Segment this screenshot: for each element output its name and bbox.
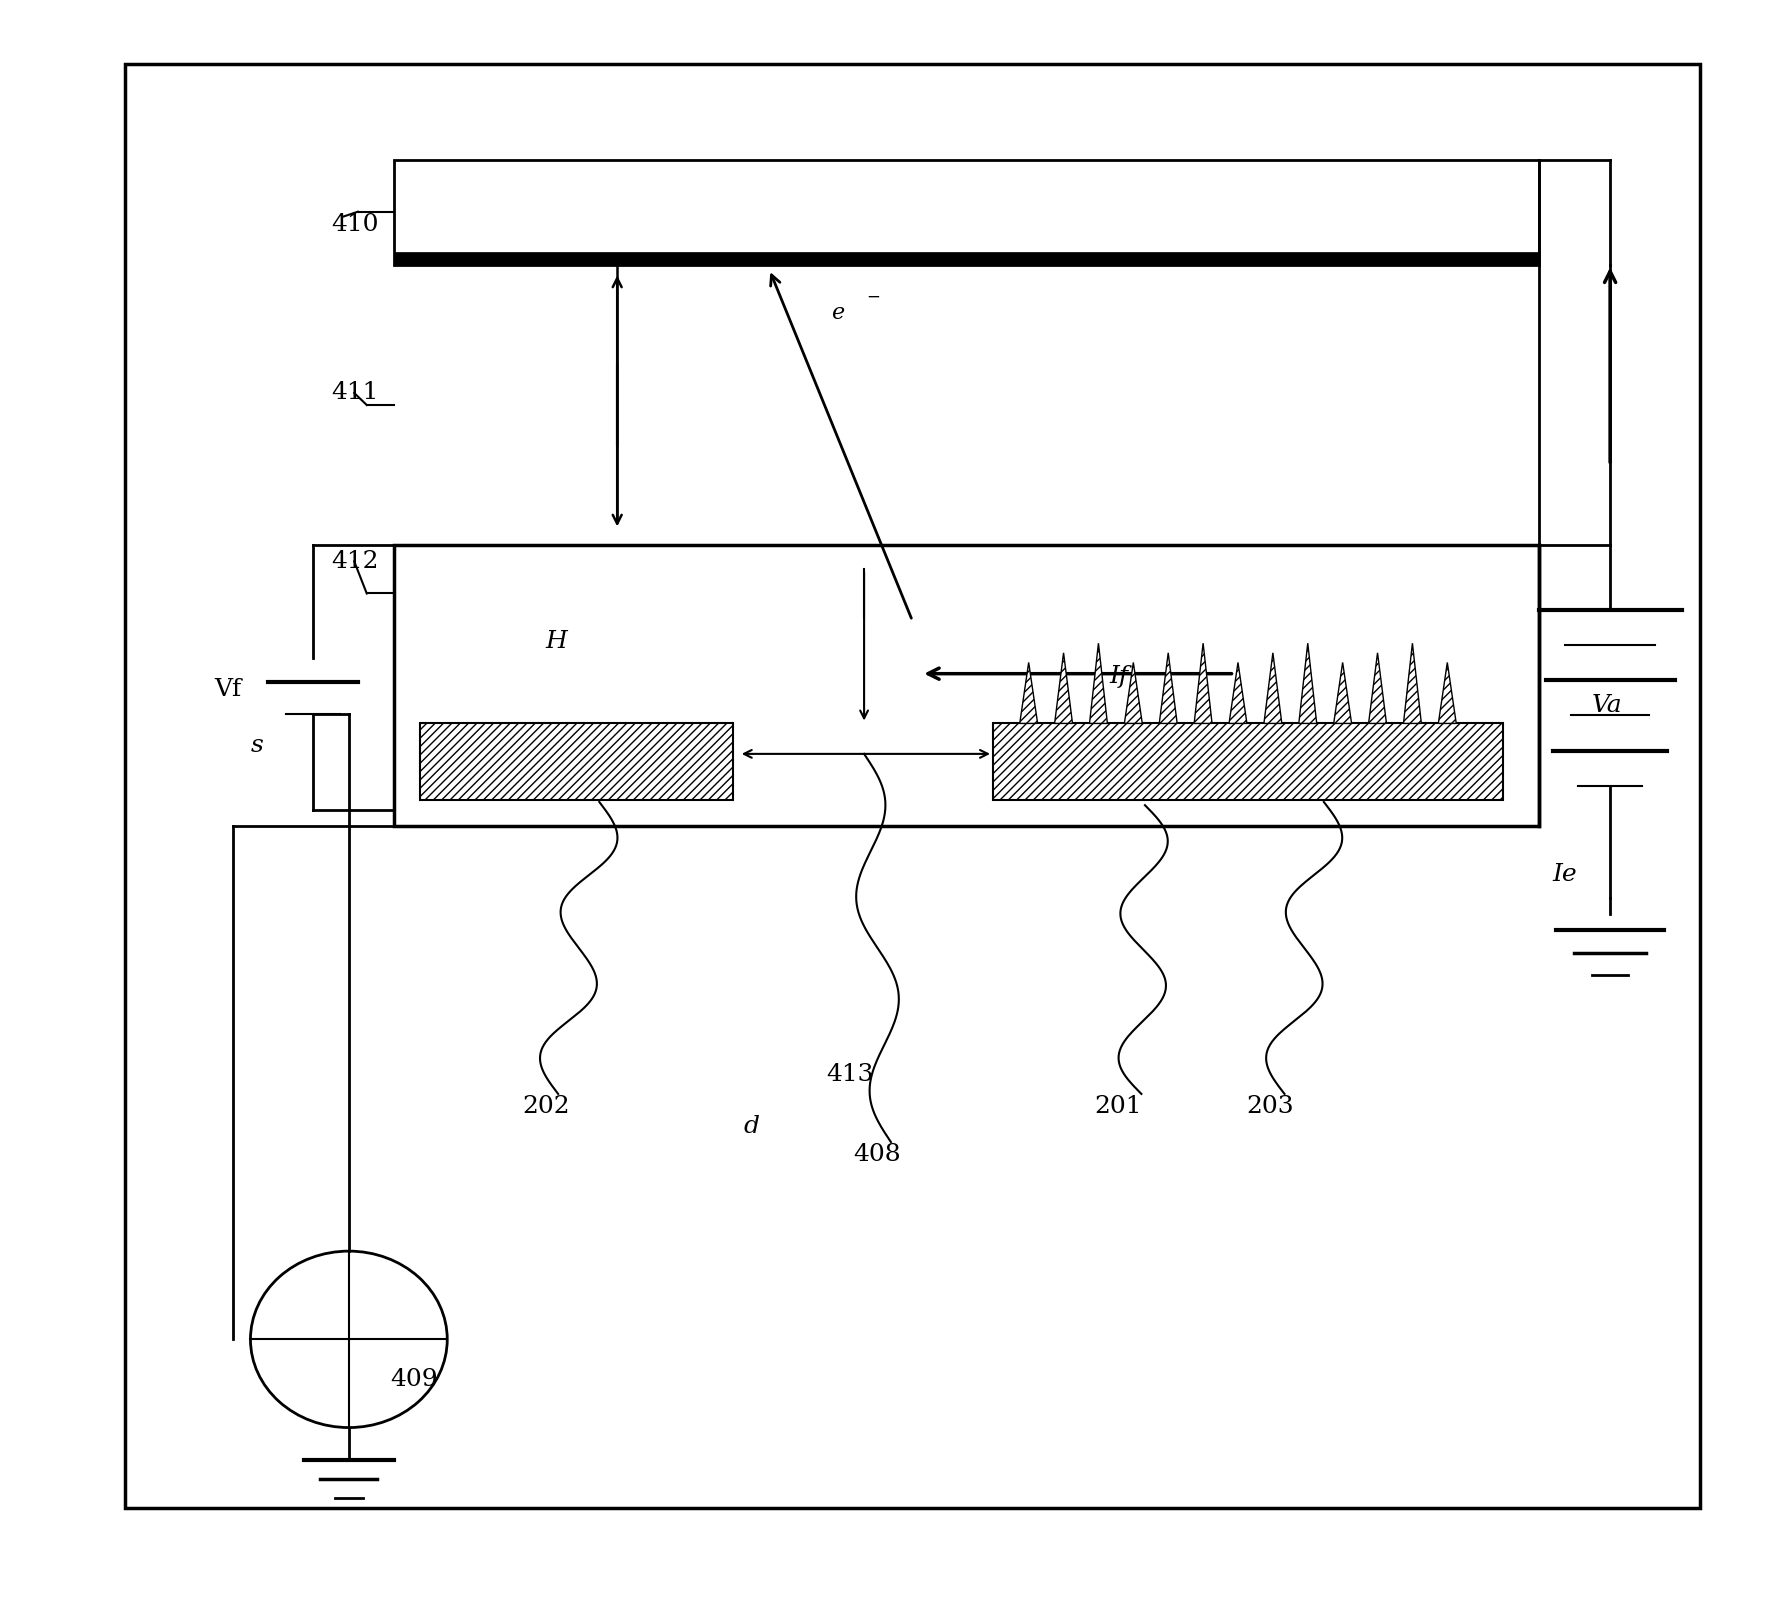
Text: 409: 409: [390, 1368, 438, 1391]
Text: 412: 412: [331, 550, 379, 573]
Polygon shape: [1333, 662, 1352, 723]
Polygon shape: [1229, 662, 1247, 723]
Bar: [394, 252, 1539, 265]
Text: Va: Va: [1592, 695, 1623, 717]
Polygon shape: [1369, 653, 1386, 723]
Polygon shape: [1159, 653, 1177, 723]
Text: e: e: [830, 302, 844, 324]
Text: 410: 410: [331, 213, 379, 236]
Polygon shape: [1193, 643, 1213, 723]
Text: Vf: Vf: [215, 678, 242, 701]
Polygon shape: [1403, 643, 1420, 723]
Polygon shape: [1123, 662, 1141, 723]
Polygon shape: [1020, 662, 1038, 723]
Text: 201: 201: [1095, 1096, 1141, 1118]
Polygon shape: [1438, 662, 1456, 723]
Polygon shape: [1299, 643, 1317, 723]
Text: 411: 411: [331, 382, 377, 404]
Bar: [394, 545, 1539, 826]
Text: Ie: Ie: [1553, 863, 1578, 885]
Text: 202: 202: [522, 1096, 569, 1118]
Text: s: s: [250, 735, 263, 757]
Bar: [394, 160, 1539, 265]
Text: H: H: [546, 630, 567, 653]
Text: d: d: [744, 1115, 759, 1137]
Text: −: −: [866, 289, 880, 305]
Text: 413: 413: [827, 1063, 873, 1086]
Polygon shape: [1054, 653, 1072, 723]
Bar: [993, 723, 1503, 800]
Text: 408: 408: [853, 1144, 900, 1166]
Polygon shape: [1263, 653, 1281, 723]
Bar: [125, 64, 1700, 1508]
Bar: [420, 723, 733, 800]
Polygon shape: [1090, 643, 1107, 723]
Text: If: If: [1109, 666, 1129, 688]
Text: 203: 203: [1247, 1096, 1293, 1118]
